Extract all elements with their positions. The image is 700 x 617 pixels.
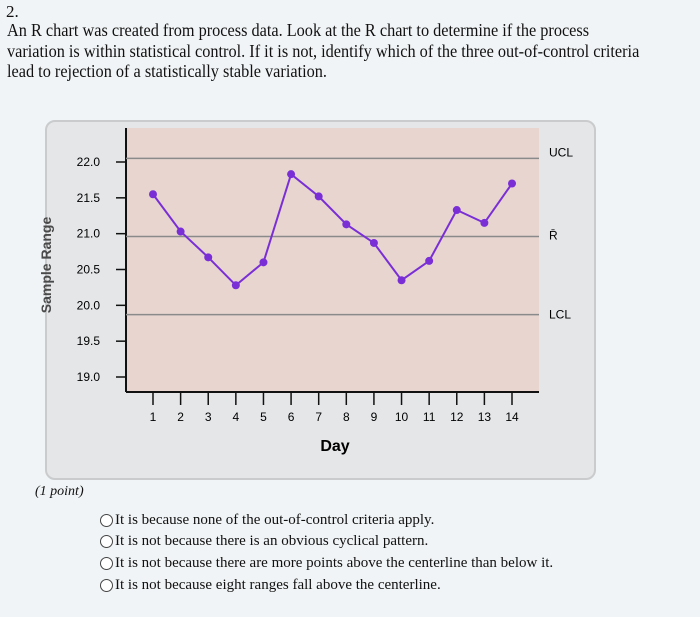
x-tick-label: 12 <box>450 410 464 424</box>
y-tick-label: 21.5 <box>77 191 101 205</box>
option-label: It is not because there is an obvious cy… <box>115 533 429 549</box>
x-tick-label: 4 <box>233 410 240 424</box>
reference-label: UCL <box>549 145 573 159</box>
x-tick-label: 6 <box>288 410 295 424</box>
option-3[interactable]: It is not because there are more points … <box>100 555 553 572</box>
y-tick-label: 20.0 <box>77 298 101 312</box>
data-point <box>508 179 516 188</box>
data-point <box>342 220 351 229</box>
option-4[interactable]: It is not because eight ranges fall abov… <box>100 577 441 594</box>
reference-label: LCL <box>549 308 571 322</box>
data-point <box>231 281 240 290</box>
option-2[interactable]: It is not because there is an obvious cy… <box>100 533 428 550</box>
data-line <box>152 172 513 287</box>
x-tick-label: 14 <box>505 410 519 424</box>
question-number: 2. <box>6 2 19 21</box>
data-point <box>397 276 406 285</box>
data-point <box>176 227 185 236</box>
x-tick-label: 11 <box>423 410 436 424</box>
y-tick-label: 20.5 <box>77 263 101 277</box>
reference-label: R̄ <box>549 229 558 243</box>
points-label: (1 point) <box>35 484 84 499</box>
data-point <box>480 218 489 227</box>
question-text: An R chart was created from process data… <box>7 20 640 81</box>
x-tick-label: 10 <box>395 410 409 424</box>
option-label: It is not because eight ranges fall abov… <box>115 577 441 593</box>
plot-area <box>126 128 539 392</box>
data-point <box>369 238 378 247</box>
x-tick-label: 7 <box>315 410 322 424</box>
x-tick-label: 9 <box>371 410 378 424</box>
data-point <box>204 253 213 262</box>
x-tick-label: 5 <box>260 410 267 424</box>
data-point <box>314 192 323 201</box>
y-tick-label: 22.0 <box>77 155 101 169</box>
data-point <box>287 170 296 179</box>
x-tick-label: 8 <box>343 410 350 424</box>
x-tick-label: 13 <box>478 410 492 424</box>
data-point <box>149 190 157 199</box>
y-axis-label: Sample Range <box>38 217 54 314</box>
x-tick-label: 2 <box>177 410 184 424</box>
radio-button[interactable] <box>100 535 113 548</box>
data-point <box>425 256 434 265</box>
radio-button[interactable] <box>100 557 113 570</box>
x-tick-label: 1 <box>150 410 157 424</box>
radio-button[interactable] <box>100 579 113 592</box>
data-point <box>259 258 268 267</box>
x-axis-label: Day <box>320 438 349 455</box>
data-point <box>452 206 461 215</box>
option-label: It is not because there are more points … <box>115 555 554 571</box>
x-tick-label: 3 <box>205 410 212 424</box>
y-tick-label: 21.0 <box>77 227 101 241</box>
option-label: It is because none of the out-of-control… <box>115 512 435 528</box>
option-1[interactable]: It is because none of the out-of-control… <box>100 512 434 529</box>
y-tick-label: 19.0 <box>77 370 101 384</box>
radio-button[interactable] <box>100 514 113 527</box>
y-tick-label: 19.5 <box>77 334 101 348</box>
